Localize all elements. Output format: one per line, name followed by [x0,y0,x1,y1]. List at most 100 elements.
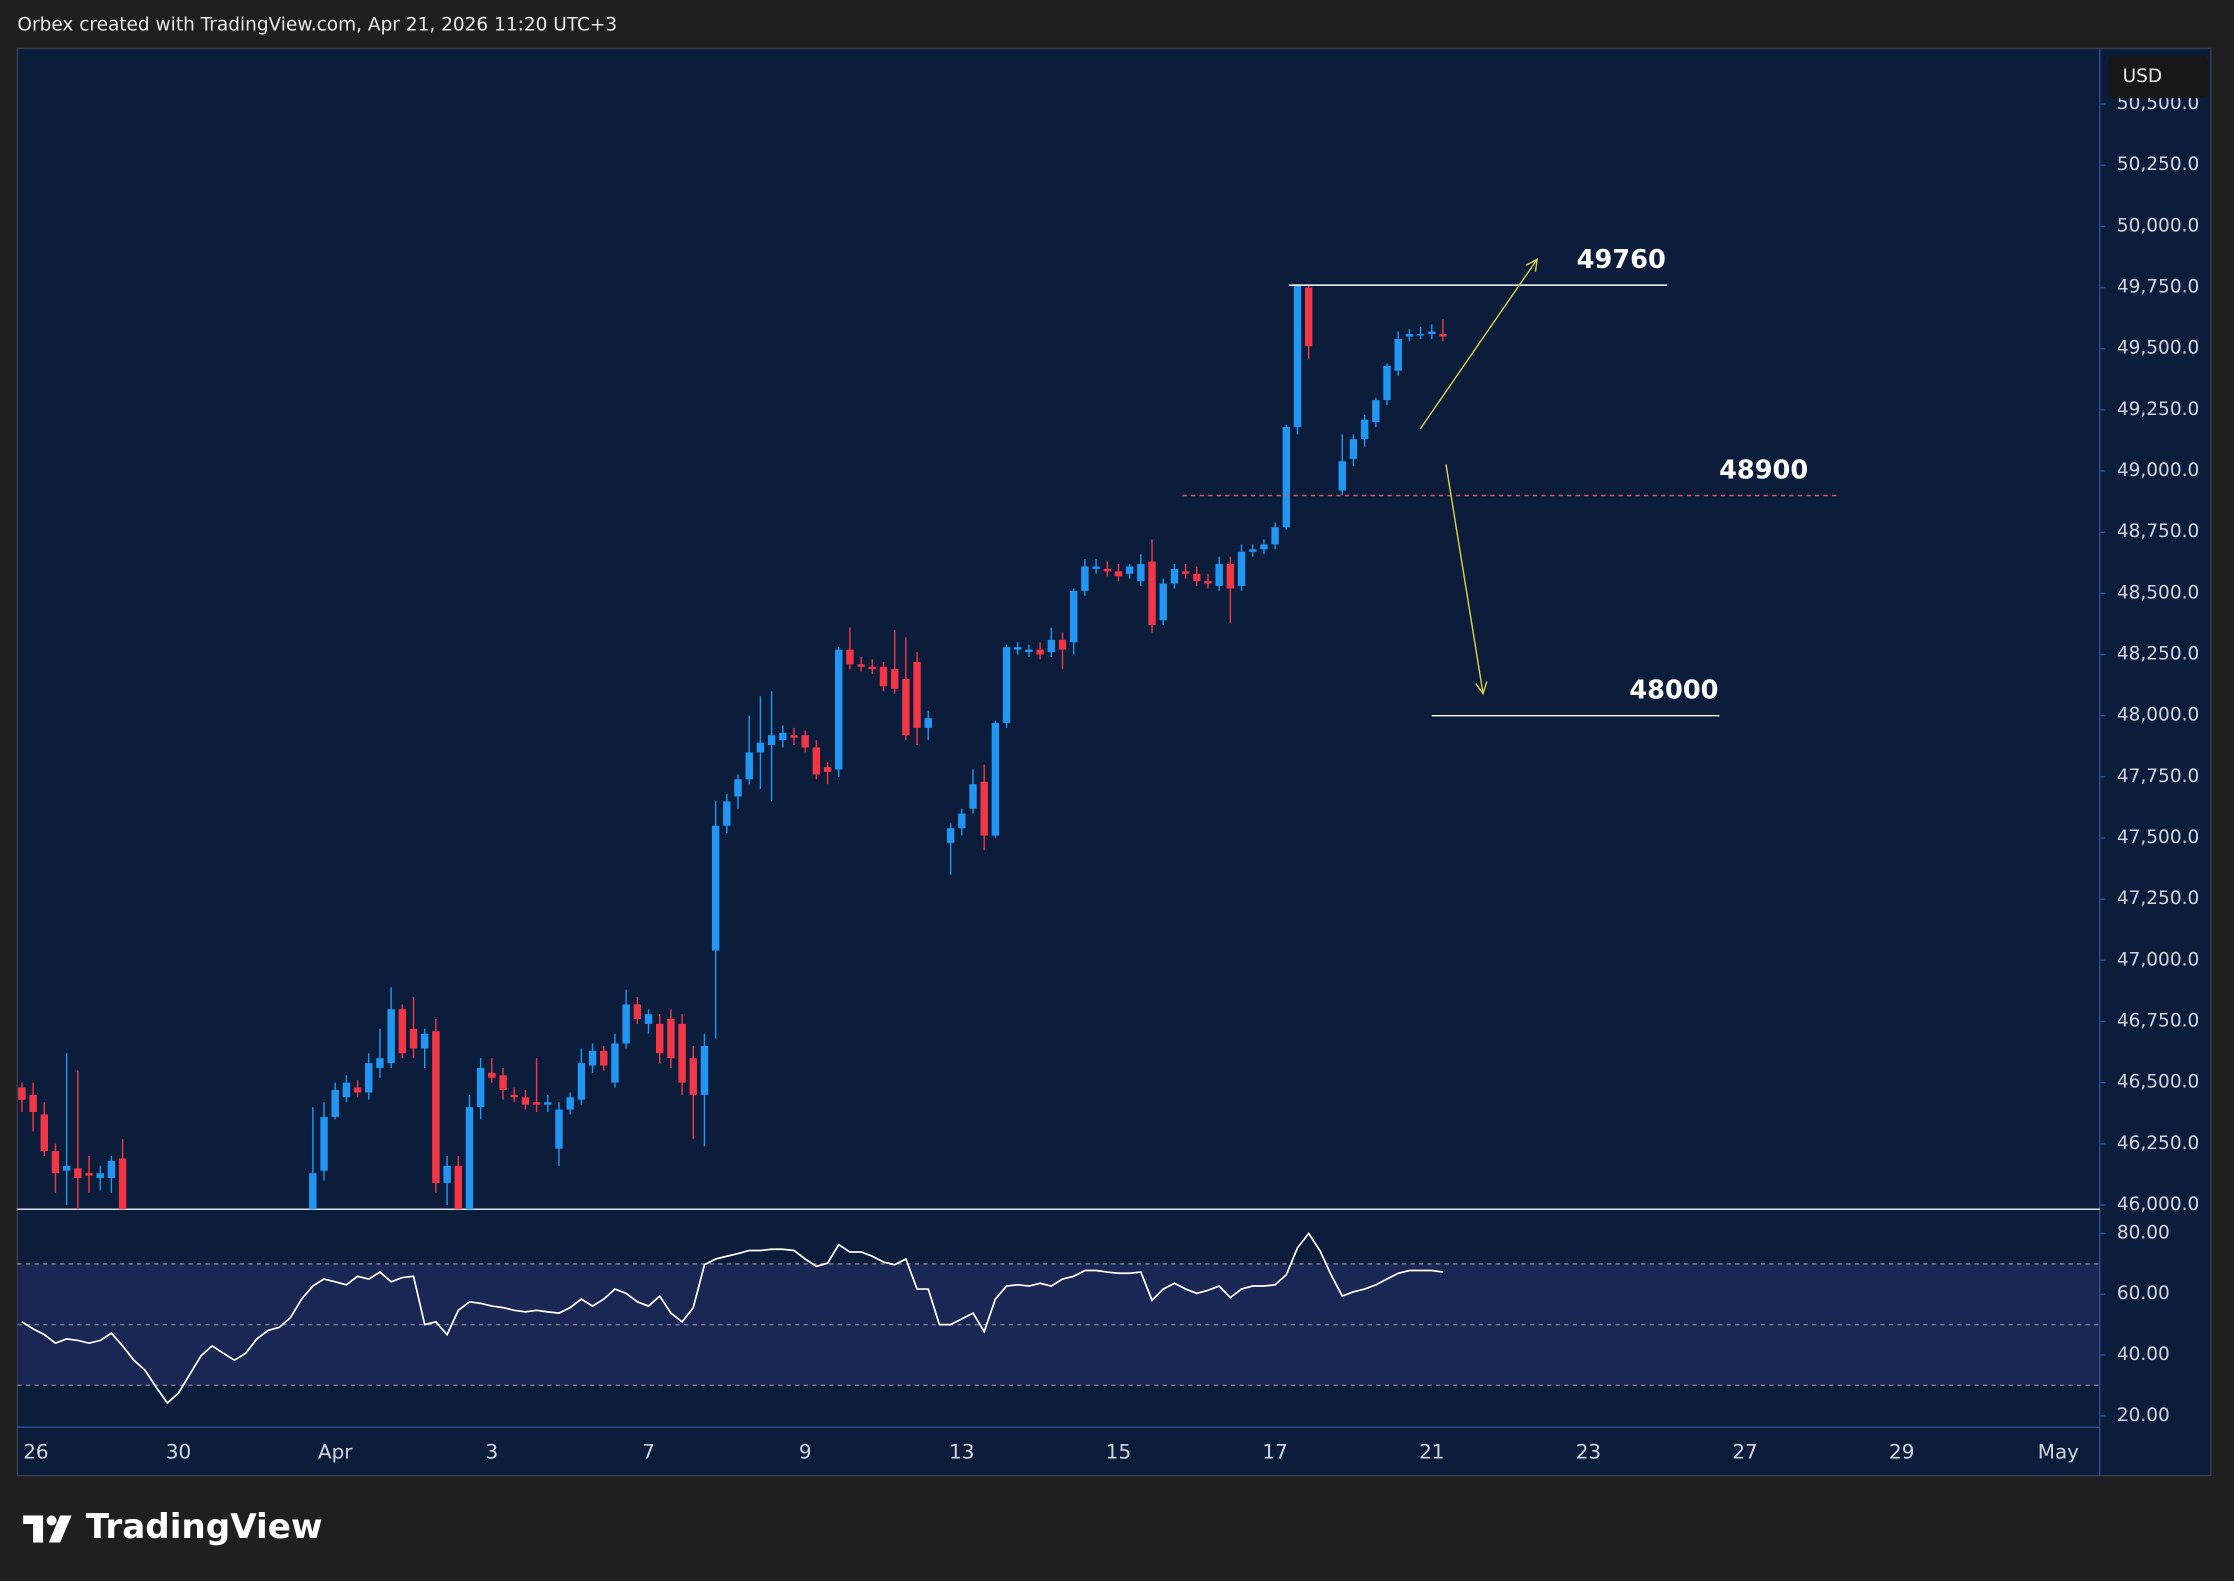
y-tick-label: 50,250.0 [2117,154,2199,175]
candle-body [835,649,843,770]
x-tick-label: 3 [486,1439,499,1463]
y-tick-label: 46,000.0 [2117,1194,2199,1215]
candle-body [532,1102,541,1105]
candle-body [1271,527,1279,545]
x-tick-label: 13 [949,1439,974,1463]
candle-body [342,1082,351,1098]
candle-body [622,1004,630,1044]
candle-body [890,669,899,689]
candle-body [879,666,888,687]
candle-body [1405,334,1414,337]
y-tick-label: 48,250.0 [2117,644,2199,665]
candle-body [1092,566,1100,569]
candle-body [689,1058,697,1095]
candle-body [1349,439,1358,459]
candle-body [633,1004,642,1020]
candle-body [756,742,765,753]
candle-body [454,1165,462,1210]
candle-body [823,767,832,772]
candle-body [1137,563,1145,582]
brand-logo [23,1515,72,1543]
candle-body [1249,549,1257,552]
labels: 46,000.0 46,250.0 46,500.0 46,750.0 47,000.0… [23,93,2199,1463]
y-tick-label: 46,750.0 [2117,1010,2199,1031]
candle-body [711,825,720,951]
x-tick-label: 27 [1732,1439,1757,1463]
candle-body [790,735,798,738]
y-tick-label: 60.00 [2117,1283,2170,1304]
currency[interactable]: USD [2123,66,2163,87]
level-label: 49760 [1577,245,1666,275]
candle-body [1360,419,1369,440]
x-tick-label: 29 [1889,1439,1914,1463]
candle-body [1439,334,1447,337]
candle-body [1081,566,1089,591]
y-tick-label: 47,500.0 [2117,827,2199,848]
candle-body [387,1009,395,1064]
level-label: 48900 [1719,455,1808,485]
arrow-up [1419,259,1537,430]
currency-box[interactable] [2108,55,2209,99]
y-tick-label: 48,500.0 [2117,582,2199,603]
candle-body [644,1014,653,1024]
candle-body [969,784,977,809]
candle-body [544,1102,552,1105]
candle-body [1428,331,1436,335]
candles [18,285,1447,1210]
candle-body [700,1045,709,1095]
level-label: 48000 [1629,675,1718,705]
candle-body [958,813,966,829]
candle-body [409,1028,418,1049]
candle-body [18,1087,26,1100]
candle-body [723,801,731,826]
rsi-band-layer [17,1263,2100,1387]
candle-body [443,1165,451,1183]
candle-body [846,649,854,665]
candle-body [353,1087,362,1093]
candle-body [566,1097,574,1110]
candle-body [913,661,921,728]
candle-body [1025,649,1033,653]
candle-body [1416,334,1425,336]
candle-body [1338,461,1346,491]
candle-body [1237,551,1246,587]
x-tick-label: 9 [799,1439,812,1463]
candle-body [600,1050,608,1066]
y-tick-label: 50,000.0 [2117,215,2199,236]
candle-body [611,1043,619,1083]
candle-body [118,1158,127,1210]
candle-body [488,1072,496,1078]
candle-body [521,1097,530,1105]
candle-body [868,666,877,670]
y-tick-label: 48,750.0 [2117,521,2199,542]
candle-body [1226,563,1235,589]
candle-body [1159,583,1167,621]
arrow-down [1445,464,1483,693]
rsi-line [21,1232,1444,1405]
candle-body [320,1116,328,1171]
candle-body [588,1050,597,1066]
candle-body [1125,566,1134,574]
candle-body [96,1173,104,1179]
chart-area [16,47,2212,1477]
header: Orbex created with TradingView.com, Apr … [17,15,617,36]
candle-body [678,1023,686,1083]
y-tick-label: 49,000.0 [2117,460,2199,481]
y-tick-label: 49,250.0 [2117,399,2199,420]
candle-body [476,1067,485,1108]
candle-body [331,1089,339,1117]
candle-body [1193,573,1201,582]
y-tick-label: 47,000.0 [2117,949,2199,970]
candle-body [924,718,932,728]
candle-body [1047,639,1056,653]
x-tick-label: 7 [642,1439,655,1463]
candle-body [85,1173,93,1176]
candle-body [1103,568,1111,572]
candle-body [1372,400,1380,423]
candle-body [1282,426,1291,528]
candle-body [107,1160,116,1179]
candle-body [62,1165,71,1171]
y-tick-label: 49,500.0 [2117,338,2199,359]
